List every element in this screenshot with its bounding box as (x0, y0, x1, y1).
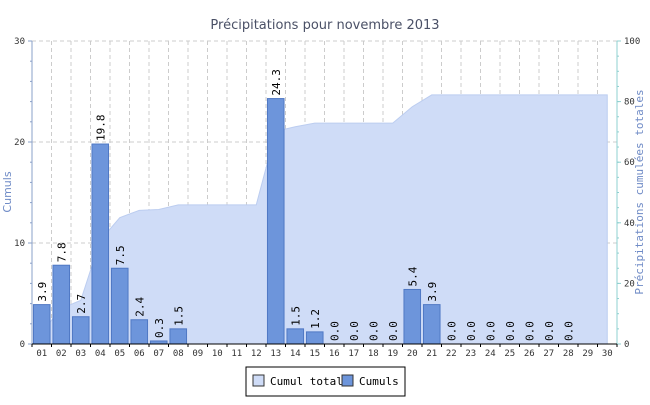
x-axis-tick-label: 27 (543, 349, 554, 359)
bar-layer (32, 98, 441, 345)
data-label: 0.0 (504, 321, 517, 341)
x-axis-tick-label: 06 (134, 349, 145, 359)
data-label: 19.8 (94, 115, 107, 142)
data-label: 0.0 (348, 321, 361, 341)
x-axis-tick-label: 28 (563, 349, 574, 359)
data-label: 0.0 (523, 321, 536, 341)
x-axis-tick-label: 04 (95, 349, 106, 359)
y-axis-right-tick-label: 20 (624, 279, 635, 289)
x-axis-tick-label: 21 (426, 349, 437, 359)
data-label: 0.0 (543, 321, 556, 341)
y-axis-right-tick-label: 40 (624, 219, 635, 229)
area-series-cumul-total (41, 94, 608, 345)
data-label: 1.5 (172, 306, 185, 326)
x-axis-tick-label: 19 (387, 349, 398, 359)
data-label: 0.0 (562, 321, 575, 341)
data-label: 0.0 (465, 321, 478, 341)
y-axis-left-tick-label: 10 (14, 239, 25, 249)
data-label: 2.7 (75, 294, 88, 314)
y-axis-left-tick-label: 0 (20, 340, 25, 350)
x-axis-tick-label: 30 (602, 349, 613, 359)
x-axis-tick-label: 24 (485, 349, 496, 359)
y-axis-right-tick-label: 80 (624, 98, 635, 108)
y-axis-left-title: Cumuls (1, 171, 14, 212)
data-label-layer: 3.9 7.8 2.7 19.8 7.5 2.4 0.3 1.5 24.3 1.5 1.2 0.0 0.… (36, 69, 576, 341)
data-label: 0.0 (484, 321, 497, 341)
data-label: 24.3 (270, 69, 283, 96)
x-axis-tick-label: 14 (290, 349, 301, 359)
bar-cumuls (130, 319, 149, 345)
x-axis-tick-label: 09 (192, 349, 203, 359)
legend-swatch-cumul-total (252, 374, 265, 387)
x-axis-tick-label: 29 (582, 349, 593, 359)
data-label: 0.3 (153, 318, 166, 338)
data-label: 3.9 (426, 282, 439, 302)
data-label: 0.0 (387, 321, 400, 341)
x-axis-tick-label: 26 (524, 349, 535, 359)
x-axis-tick-label: 12 (251, 349, 262, 359)
x-axis-tick-label: 13 (270, 349, 281, 359)
legend-box (245, 366, 406, 397)
x-axis-tick-label: 18 (368, 349, 379, 359)
x-axis-tick-label: 10 (212, 349, 223, 359)
x-axis-tick-label: 22 (446, 349, 457, 359)
legend: Cumul total Cumuls (245, 366, 406, 397)
data-label: 1.2 (309, 309, 322, 329)
data-label: 7.5 (114, 245, 127, 265)
x-axis-tick-label: 17 (348, 349, 359, 359)
x-axis-tick-label: 03 (75, 349, 86, 359)
bar-cumuls (71, 316, 90, 345)
legend-label-cumuls: Cumuls (359, 375, 399, 388)
data-label: 7.8 (55, 242, 68, 262)
x-axis-tick-label: 20 (407, 349, 418, 359)
legend-label-cumul-total: Cumul total (270, 375, 343, 388)
x-axis-tick-label: 07 (153, 349, 164, 359)
data-label: 5.4 (406, 266, 419, 286)
data-label: 1.5 (289, 306, 302, 326)
y-axis-left-tick-label: 30 (14, 37, 25, 47)
bar-cumuls (32, 304, 51, 345)
x-axis-tick-label: 01 (36, 349, 47, 359)
bar-cumuls (91, 143, 110, 345)
x-axis-tick-label: 15 (309, 349, 320, 359)
chart-title: Précipitations pour novembre 2013 (210, 18, 439, 33)
x-axis-tick-label: 25 (504, 349, 515, 359)
y-axis-left-tick-label: 20 (14, 138, 25, 148)
axes: 0 10 20 30 0 20 40 60 80 100 01 02 03 04 05 06 07 08 09 10 1… (14, 37, 640, 359)
y-axis-right-tick-label: 0 (624, 340, 629, 350)
bar-cumuls (286, 328, 305, 345)
area-layer (41, 94, 608, 345)
x-axis-tick-label: 11 (231, 349, 242, 359)
x-axis-tick-label: 23 (465, 349, 476, 359)
data-label: 0.0 (367, 321, 380, 341)
y-axis-right-title: Précipitations cumulées totales (633, 89, 646, 294)
x-axis-tick-label: 08 (173, 349, 184, 359)
bar-cumuls (305, 331, 324, 345)
data-label: 2.4 (133, 297, 146, 317)
x-axis-tick-label: 05 (114, 349, 125, 359)
data-label: 0.0 (445, 321, 458, 341)
legend-swatch-cumuls (341, 374, 354, 387)
data-label: 3.9 (36, 282, 49, 302)
bar-cumuls (266, 98, 285, 345)
x-axis-tick-label: 02 (56, 349, 67, 359)
bar-cumuls (110, 267, 129, 345)
y-axis-right-tick-label: 60 (624, 158, 635, 168)
bar-cumuls (403, 288, 422, 345)
data-label: 0.0 (328, 321, 341, 341)
y-axis-right-tick-label: 100 (624, 37, 640, 47)
bar-cumuls (169, 328, 188, 345)
x-axis-tick-label: 16 (329, 349, 340, 359)
bar-cumuls (52, 264, 71, 345)
bar-cumuls (422, 304, 441, 345)
